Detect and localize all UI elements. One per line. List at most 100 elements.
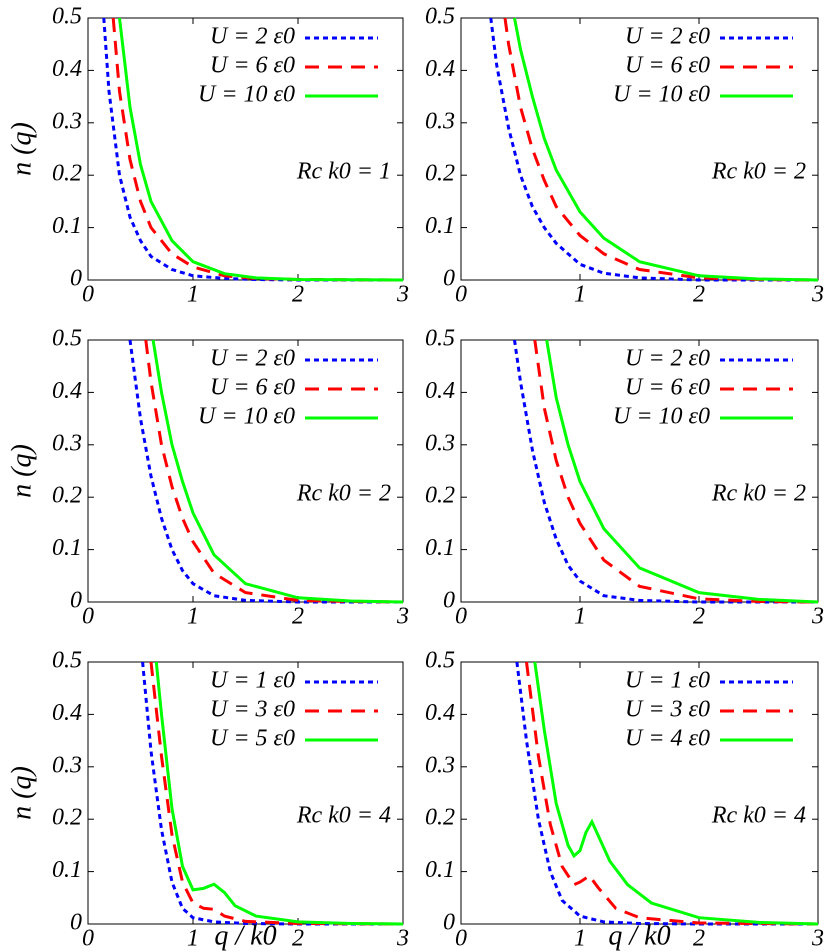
line-series	[545, 339, 819, 604]
legend-label: U = 1 ε0	[625, 668, 710, 694]
y-tick-label: 0.2	[52, 483, 82, 509]
legend-label: U = 3 ε0	[625, 697, 710, 723]
x-tick-label: 1	[574, 926, 586, 952]
x-tick-label: 2	[292, 282, 304, 308]
y-tick-label: 0	[70, 588, 82, 614]
x-tick-label: 3	[811, 282, 824, 308]
x-tick-label: 0	[82, 282, 94, 308]
legend-label: U = 6 ε0	[210, 375, 295, 401]
y-tick-label: 0.3	[425, 108, 455, 134]
y-tick-label: 0.5	[425, 4, 455, 30]
x-tick-label: 2	[292, 604, 304, 630]
y-tick-label: 0	[443, 588, 455, 614]
y-tick-label: 0.3	[52, 752, 82, 778]
line-series	[151, 339, 404, 604]
legend-label: U = 10 ε0	[198, 82, 295, 108]
annotation: Rc k0 = 1	[296, 159, 391, 185]
line-series	[525, 661, 819, 926]
annotation: Rc k0 = 4	[296, 803, 391, 829]
legend-label: U = 4 ε0	[625, 726, 710, 752]
plot-frame	[460, 17, 819, 281]
y-tick-label: 0	[443, 266, 455, 292]
y-tick-label: 0.2	[52, 161, 82, 187]
x-tick-label: 0	[455, 926, 467, 952]
y-tick-label: 0.4	[52, 56, 82, 82]
x-tick-label: 3	[396, 604, 409, 630]
y-tick-label: 0.2	[425, 161, 455, 187]
y-tick-label: 0.5	[52, 648, 82, 674]
y-tick-label: 0.2	[425, 805, 455, 831]
x-tick-label: 1	[187, 282, 199, 308]
y-tick-label: 0.4	[52, 378, 82, 404]
legend-label: U = 2 ε0	[210, 346, 295, 372]
annotation: Rc k0 = 2	[711, 481, 806, 507]
y-tick-label: 0.5	[52, 326, 82, 352]
line-series	[144, 339, 404, 604]
legend-label: U = 2 ε0	[625, 24, 710, 50]
x-tick-label: 3	[396, 926, 409, 952]
plot-frame	[87, 339, 404, 603]
y-tick-label: 0.4	[425, 56, 455, 82]
y-tick-label: 0.4	[425, 378, 455, 404]
line-series	[154, 661, 404, 926]
plot-frame	[460, 339, 819, 603]
y-tick-label: 0.4	[425, 700, 455, 726]
x-tick-label: 3	[396, 282, 409, 308]
legend-label: U = 5 ε0	[210, 726, 295, 752]
legend-label: U = 2 ε0	[210, 24, 295, 50]
line-series	[513, 17, 819, 282]
y-tick-label: 0.2	[52, 805, 82, 831]
y-tick-label: 0.4	[52, 700, 82, 726]
y-tick-label: 0.1	[425, 857, 455, 883]
x-tick-label: 0	[455, 282, 467, 308]
x-tick-label: 3	[811, 926, 824, 952]
legend-label: U = 6 ε0	[625, 53, 710, 79]
y-tick-label: 0.3	[52, 108, 82, 134]
y-tick-label: 0.3	[425, 430, 455, 456]
y-axis-label: n (q)	[6, 122, 37, 176]
y-tick-label: 0.1	[52, 857, 82, 883]
y-tick-label: 0.5	[425, 648, 455, 674]
legend-label: U = 6 ε0	[625, 375, 710, 401]
y-tick-label: 0.3	[425, 752, 455, 778]
y-tick-label: 0.3	[52, 430, 82, 456]
x-tick-label: 2	[693, 926, 705, 952]
x-axis-label: q / k0	[608, 920, 670, 951]
legend-label: U = 10 ε0	[613, 404, 710, 430]
y-tick-label: 0.5	[52, 4, 82, 30]
legend-label: U = 10 ε0	[198, 404, 295, 430]
x-tick-label: 0	[82, 604, 94, 630]
line-series	[513, 339, 818, 604]
annotation: Rc k0 = 4	[711, 803, 806, 829]
y-tick-label: 0	[70, 910, 82, 936]
x-tick-label: 2	[292, 926, 304, 952]
line-series	[515, 661, 818, 926]
line-series	[533, 339, 819, 604]
legend-label: U = 3 ε0	[210, 697, 295, 723]
x-tick-label: 3	[811, 604, 824, 630]
y-tick-label: 0.1	[425, 213, 455, 239]
y-axis-label: n (q)	[6, 444, 37, 498]
y-tick-label: 0.1	[52, 213, 82, 239]
legend-label: U = 6 ε0	[210, 53, 295, 79]
line-series	[533, 661, 819, 926]
x-tick-label: 2	[693, 282, 705, 308]
legend-label: U = 2 ε0	[625, 346, 710, 372]
x-tick-label: 0	[455, 604, 467, 630]
legend-label: U = 10 ε0	[613, 82, 710, 108]
annotation: Rc k0 = 2	[296, 481, 391, 507]
x-tick-label: 0	[82, 926, 94, 952]
x-tick-label: 2	[693, 604, 705, 630]
x-tick-label: 1	[187, 604, 199, 630]
line-series	[149, 661, 404, 926]
line-series	[503, 17, 819, 282]
y-tick-label: 0	[443, 910, 455, 936]
y-tick-label: 0.1	[52, 535, 82, 561]
x-axis-label: q / k0	[214, 920, 276, 951]
line-series	[489, 17, 818, 282]
x-tick-label: 1	[574, 282, 586, 308]
y-tick-label: 0.5	[425, 326, 455, 352]
x-tick-label: 1	[574, 604, 586, 630]
y-tick-label: 0.1	[425, 535, 455, 561]
